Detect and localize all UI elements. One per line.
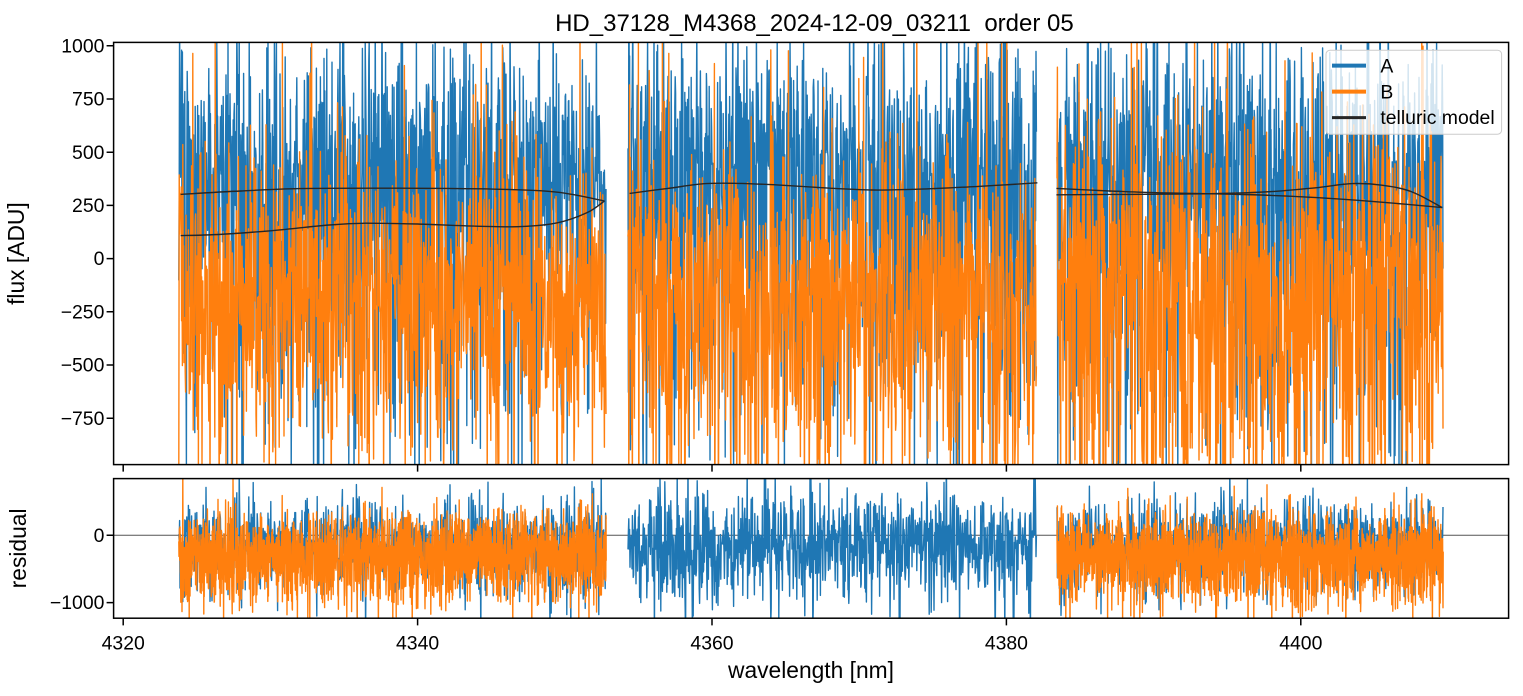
- svg-text:A: A: [1380, 55, 1393, 77]
- svg-text:250: 250: [72, 195, 105, 217]
- svg-text:750: 750: [72, 89, 105, 111]
- svg-text:−500: −500: [61, 355, 105, 377]
- svg-text:flux [ADU]: flux [ADU]: [3, 202, 29, 305]
- svg-text:0: 0: [94, 525, 105, 547]
- svg-text:0: 0: [94, 248, 105, 270]
- svg-text:4380: 4380: [985, 633, 1028, 655]
- svg-text:wavelength [nm]: wavelength [nm]: [727, 657, 894, 683]
- svg-text:4400: 4400: [1279, 633, 1322, 655]
- svg-text:HD_37128_M4368_2024-12-09_0321: HD_37128_M4368_2024-12-09_03211 order 05: [555, 10, 1074, 37]
- svg-text:residual: residual: [5, 508, 31, 588]
- svg-text:4320: 4320: [102, 633, 145, 655]
- svg-text:1000: 1000: [61, 35, 104, 57]
- svg-text:500: 500: [72, 142, 105, 164]
- svg-text:4360: 4360: [690, 633, 733, 655]
- svg-text:B: B: [1380, 81, 1393, 103]
- svg-text:−1000: −1000: [50, 592, 105, 614]
- svg-text:−750: −750: [61, 408, 105, 430]
- svg-text:−250: −250: [61, 301, 105, 323]
- svg-text:telluric model: telluric model: [1380, 107, 1494, 129]
- svg-text:4340: 4340: [396, 633, 439, 655]
